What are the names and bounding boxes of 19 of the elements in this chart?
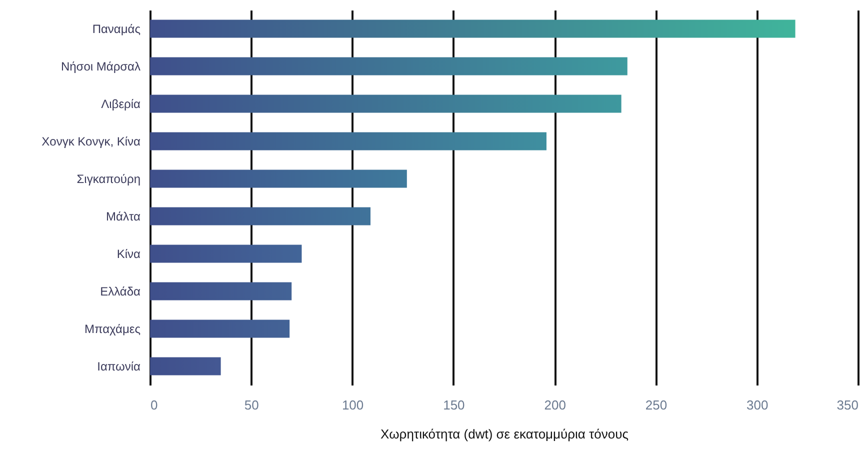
x-tick-label: 200 <box>544 398 566 412</box>
y-tick-label: Ελλάδα <box>100 284 141 298</box>
y-tick-label: Ιαπωνία <box>97 359 141 374</box>
y-tick-label: Χονγκ Κονγκ, Κίνα <box>42 134 141 148</box>
y-tick-label: Σιγκαπούρη <box>76 172 140 186</box>
x-tick-label: 350 <box>836 398 858 412</box>
x-axis-title: Χωρητικότητα (dwt) σε εκατομμύρια τόνους <box>380 426 629 442</box>
x-tick-label: 100 <box>342 398 364 412</box>
y-tick-label: Μάλτα <box>106 209 141 224</box>
x-tick-label: 150 <box>443 398 465 412</box>
y-tick-label: Παναμάς <box>92 22 141 36</box>
x-tick-label: 250 <box>645 398 668 412</box>
x-tick-label: 300 <box>746 398 768 412</box>
y-tick-label: Λιβερία <box>101 96 141 111</box>
y-tick-label: Κίνα <box>116 246 141 261</box>
y-tick-label: Νήσοι Μάρσαλ <box>60 59 140 74</box>
x-tick-label: 50 <box>244 398 259 412</box>
x-tick-label: 0 <box>150 398 158 412</box>
y-tick-label: Μπαχάμες <box>84 322 141 336</box>
